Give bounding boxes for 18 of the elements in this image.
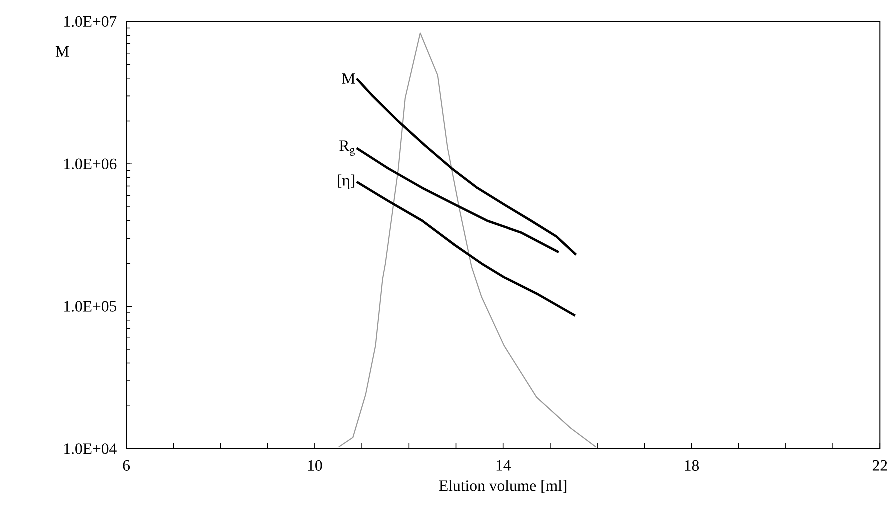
y-tick-label: 1.0E+05	[64, 301, 117, 312]
x-tick-label: 14	[496, 460, 511, 471]
x-tick-label: 10	[308, 460, 322, 471]
y-tick-label: 1.0E+07	[64, 16, 117, 28]
x-tick-label: 6	[123, 460, 130, 471]
x-tick-label: 22	[872, 460, 888, 471]
x-tick-label: 18	[685, 460, 700, 471]
y-tick-label: 1.0E+06	[64, 158, 117, 170]
x-axis-title: Elution volume [ml]	[439, 480, 567, 494]
line-series	[356, 147, 560, 254]
series-label: R$_{g}$	[340, 140, 355, 156]
series-label: M	[342, 74, 356, 84]
y-axis-title: M	[56, 46, 70, 57]
series-label: [η]	[338, 174, 355, 190]
line-series	[338, 32, 597, 448]
line-series	[356, 180, 577, 317]
line-series	[356, 77, 578, 256]
y-tick-label: 1.0E+04	[64, 444, 117, 454]
